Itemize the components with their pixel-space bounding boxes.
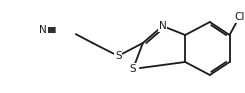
Text: N: N [39, 25, 47, 35]
Text: Cl: Cl [234, 12, 245, 22]
Text: S: S [130, 64, 136, 74]
Text: N: N [159, 21, 166, 31]
Text: S: S [115, 51, 122, 61]
